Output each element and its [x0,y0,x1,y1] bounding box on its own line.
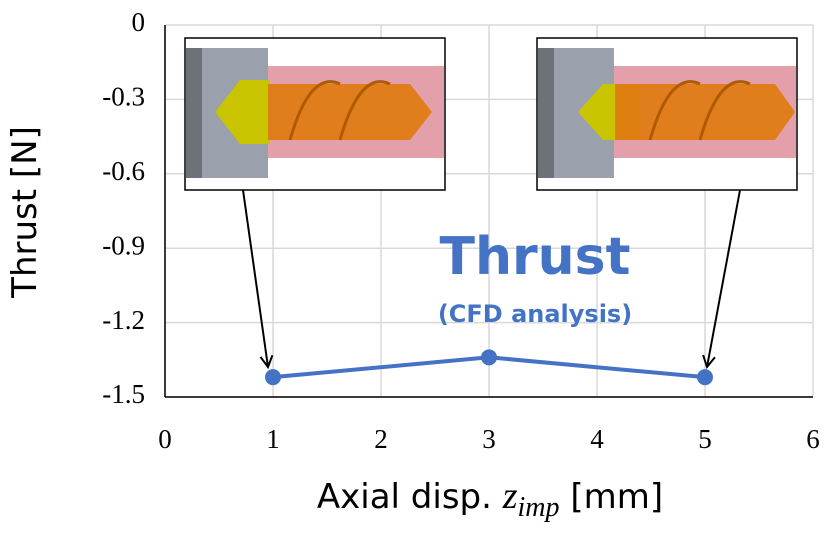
data-point [697,369,713,386]
x-tick-label: 4 [590,424,604,454]
y-tick-label: -0.3 [102,82,145,112]
arrow [242,189,268,367]
x-tick-label: 1 [266,424,280,454]
x-tick-label: 6 [806,424,820,454]
y-tick-label: -1.2 [102,305,145,335]
x-label-var: z [502,475,518,517]
x-tick-label: 3 [482,424,496,454]
data-point [481,349,497,366]
x-tick-label: 5 [698,424,712,454]
x-axis-label: Axial disp. zimp [mm] [317,475,663,523]
x-label-unit: [mm] [560,477,664,517]
y-axis-label: Thrust [N] [5,126,45,299]
x-label-sub: imp [518,492,560,523]
data-point [265,369,281,386]
x-tick-label: 2 [374,424,388,454]
annotation: (CFD analysis) [438,300,632,328]
y-tick-label: -0.9 [102,230,145,260]
arrow [707,189,741,367]
annotation: Thrust [440,227,631,287]
inset-right [536,37,798,191]
inset-left [184,37,446,191]
y-tick-label: 0 [132,7,146,37]
y-tick-label: -0.6 [102,156,145,186]
x-label-text: Axial disp. [317,477,503,517]
y-tick-label: -1.5 [102,379,145,409]
x-tick-label: 0 [158,424,172,454]
